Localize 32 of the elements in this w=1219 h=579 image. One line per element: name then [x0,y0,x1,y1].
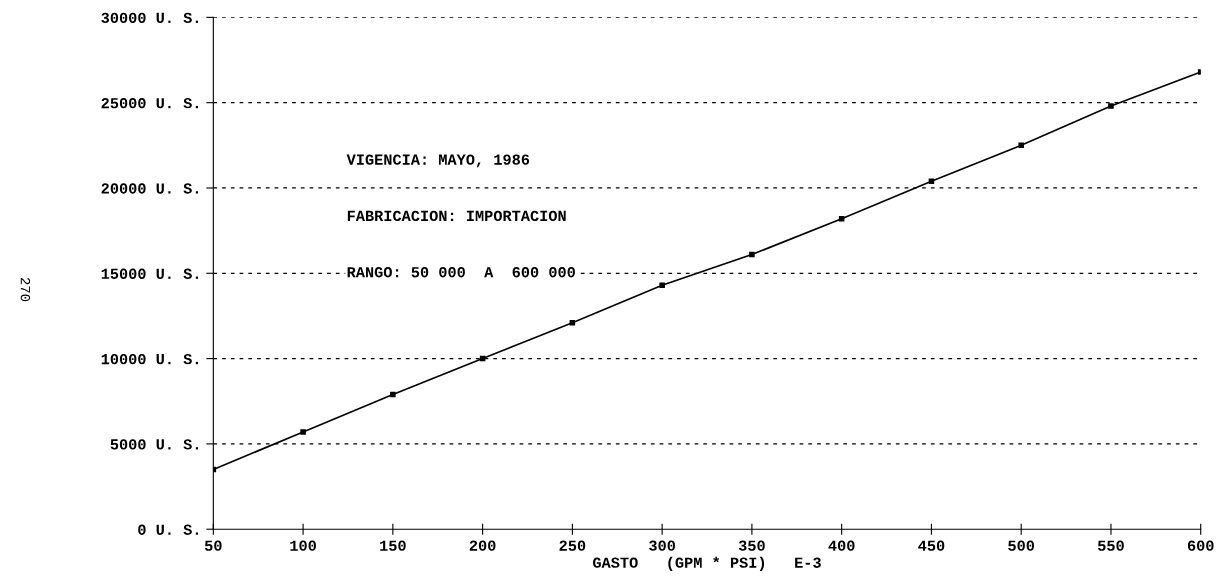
x-tick-label: 150 [380,540,406,551]
point [300,429,306,435]
x-tick-label: 350 [738,540,765,551]
annotation: VIGENCIA: MAYO, 1986 [346,154,530,168]
x-tick-label: 500 [1008,540,1035,551]
annotation: FABRICACION: IMPORTACION [347,210,566,222]
x-tick-label: 100 [290,540,316,551]
x-tick-label: 250 [559,540,586,551]
x-tick-label: 400 [828,540,855,551]
x-tick-label: 200 [469,540,496,551]
x-tick-label: 600 [1187,540,1214,551]
x-tick-label: 300 [649,540,676,551]
point [390,391,396,398]
point [928,178,935,184]
point [1108,103,1114,109]
text: 270 [20,277,31,302]
x-tick-label: 450 [918,540,945,551]
point [659,282,665,289]
y-tick-label: 20000 U. S. [101,183,198,194]
point [749,251,755,258]
y-tick-label: 15000 U. S. [101,268,198,279]
annotation: RANGO: 50 000 A 600 000 [347,267,575,278]
y-tick-label: 0 U. S. [138,524,199,535]
point [1018,142,1024,149]
y-tick-label: 10000 U. S. [101,353,198,365]
x-axis-title: GASTO (GPM * PSI) E-3 [593,556,821,571]
y-tick-label: 30000 U. S. [101,12,198,24]
point [569,319,576,326]
x-tick-label: 50 [204,540,222,551]
y-tick-label: 25000 U. S. [101,97,198,109]
x-tick-label: 550 [1097,540,1124,551]
y-tick-label: 5000 U. S. [110,439,198,450]
